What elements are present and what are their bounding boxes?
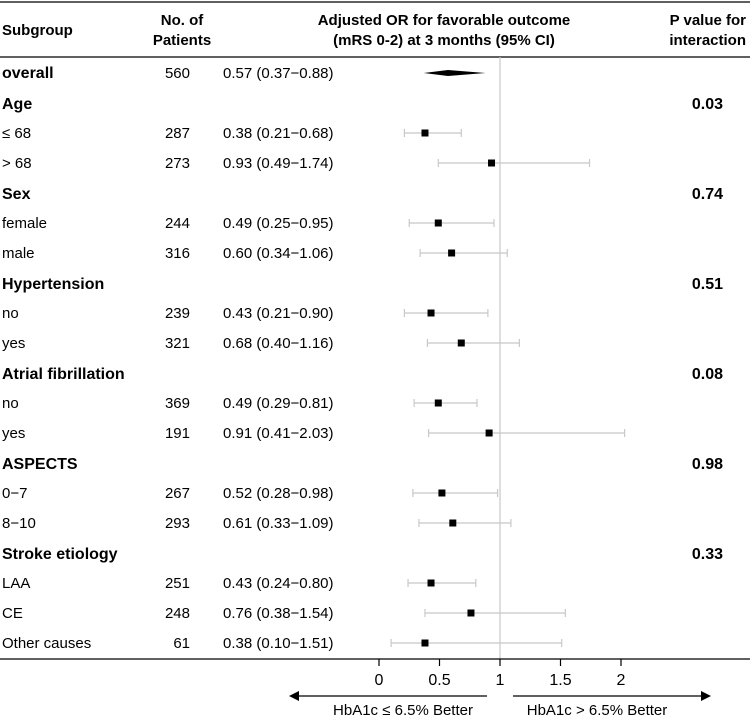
patient-count: 287 [165,125,190,142]
header-or-line2: (mRS 0-2) at 3 months (95% CI) [333,32,555,49]
group-label: Atrial fibrillation [2,366,125,383]
point-estimate [488,159,496,167]
or-ci-text: 0.43 (0.21−0.90) [223,305,334,322]
point-estimate [467,609,475,617]
group-label: Sex [2,186,31,203]
interaction-p-value: 0.08 [692,366,723,383]
subgroup-label: 8−10 [2,515,36,532]
subgroup-label: yes [2,335,25,352]
or-ci-text: 0.43 (0.24−0.80) [223,575,334,592]
subgroup-label: no [2,395,19,412]
patient-count: 191 [165,425,190,442]
patient-count: 316 [165,245,190,262]
patient-count: 369 [165,395,190,412]
x-tick-label: 1 [496,672,505,689]
point-estimate [448,249,456,257]
or-ci-text: 0.38 (0.21−0.68) [223,125,334,142]
or-ci-text: 0.91 (0.41−2.03) [223,425,334,442]
x-tick-label: 0 [375,672,384,689]
header-patients-line1: No. of [161,12,204,29]
point-estimate [485,429,493,437]
patient-count: 248 [165,605,190,622]
subgroup-label: female [2,215,47,232]
left-arrowhead-icon [289,691,299,701]
overall-diamond [423,70,486,76]
right-arrowhead-icon [701,691,711,701]
x-tick-label: 0.5 [428,672,450,689]
or-ci-text: 0.49 (0.29−0.81) [223,395,334,412]
patient-count: 293 [165,515,190,532]
interaction-p-value: 0.98 [692,456,723,473]
subgroup-label: 0−7 [2,485,27,502]
point-estimate [427,579,435,587]
subgroup-label: no [2,305,19,322]
point-estimate [457,339,465,347]
subgroup-label: CE [2,605,23,622]
patient-count: 321 [165,335,190,352]
x-tick-label: 2 [617,672,626,689]
subgroup-label: ≤ 68 [2,125,31,142]
or-ci-text: 0.49 (0.25−0.95) [223,215,334,232]
patient-count: 239 [165,305,190,322]
or-ci-text: 0.68 (0.40−1.16) [223,335,334,352]
or-ci-text: 0.76 (0.38−1.54) [223,605,334,622]
patient-count: 560 [165,65,190,82]
or-ci-text: 0.61 (0.33−1.09) [223,515,334,532]
point-estimate [434,399,442,407]
point-estimate [421,639,429,647]
interaction-p-value: 0.51 [692,276,723,293]
patient-count: 251 [165,575,190,592]
left-direction-label: HbA1c ≤ 6.5% Better [333,702,473,718]
header-subgroup: Subgroup [2,22,73,39]
point-estimate [438,489,446,497]
patient-count: 244 [165,215,190,232]
header-patients-line2: Patients [153,32,211,49]
patient-count: 273 [165,155,190,172]
group-label: Hypertension [2,276,104,293]
interaction-p-value: 0.33 [692,546,723,563]
or-ci-text: 0.38 (0.10−1.51) [223,635,334,652]
point-estimate [427,309,435,317]
or-ci-text: 0.52 (0.28−0.98) [223,485,334,502]
point-estimate [449,519,457,527]
group-label: ASPECTS [2,456,78,473]
subgroup-label: > 68 [2,155,32,172]
interaction-p-value: 0.74 [692,186,723,203]
overall-label: overall [2,65,54,82]
patient-count: 267 [165,485,190,502]
subgroup-label: LAA [2,575,30,592]
or-ci-text: 0.60 (0.34−1.06) [223,245,334,262]
subgroup-label: male [2,245,35,262]
subgroup-label: yes [2,425,25,442]
subgroup-label: Other causes [2,635,91,652]
or-ci-text: 0.93 (0.49−1.74) [223,155,334,172]
patient-count: 61 [173,635,190,652]
header-pvalue-line1: P value for [670,12,747,29]
group-label: Age [2,96,32,113]
header-pvalue-line2: interaction [669,32,746,49]
header-or-line1: Adjusted OR for favorable outcome [318,12,571,29]
right-direction-label: HbA1c > 6.5% Better [527,702,668,718]
interaction-p-value: 0.03 [692,96,723,113]
group-label: Stroke etiology [2,546,118,563]
or-ci-text: 0.57 (0.37−0.88) [223,65,334,82]
point-estimate [421,129,429,137]
point-estimate [434,219,442,227]
x-tick-label: 1.5 [549,672,571,689]
